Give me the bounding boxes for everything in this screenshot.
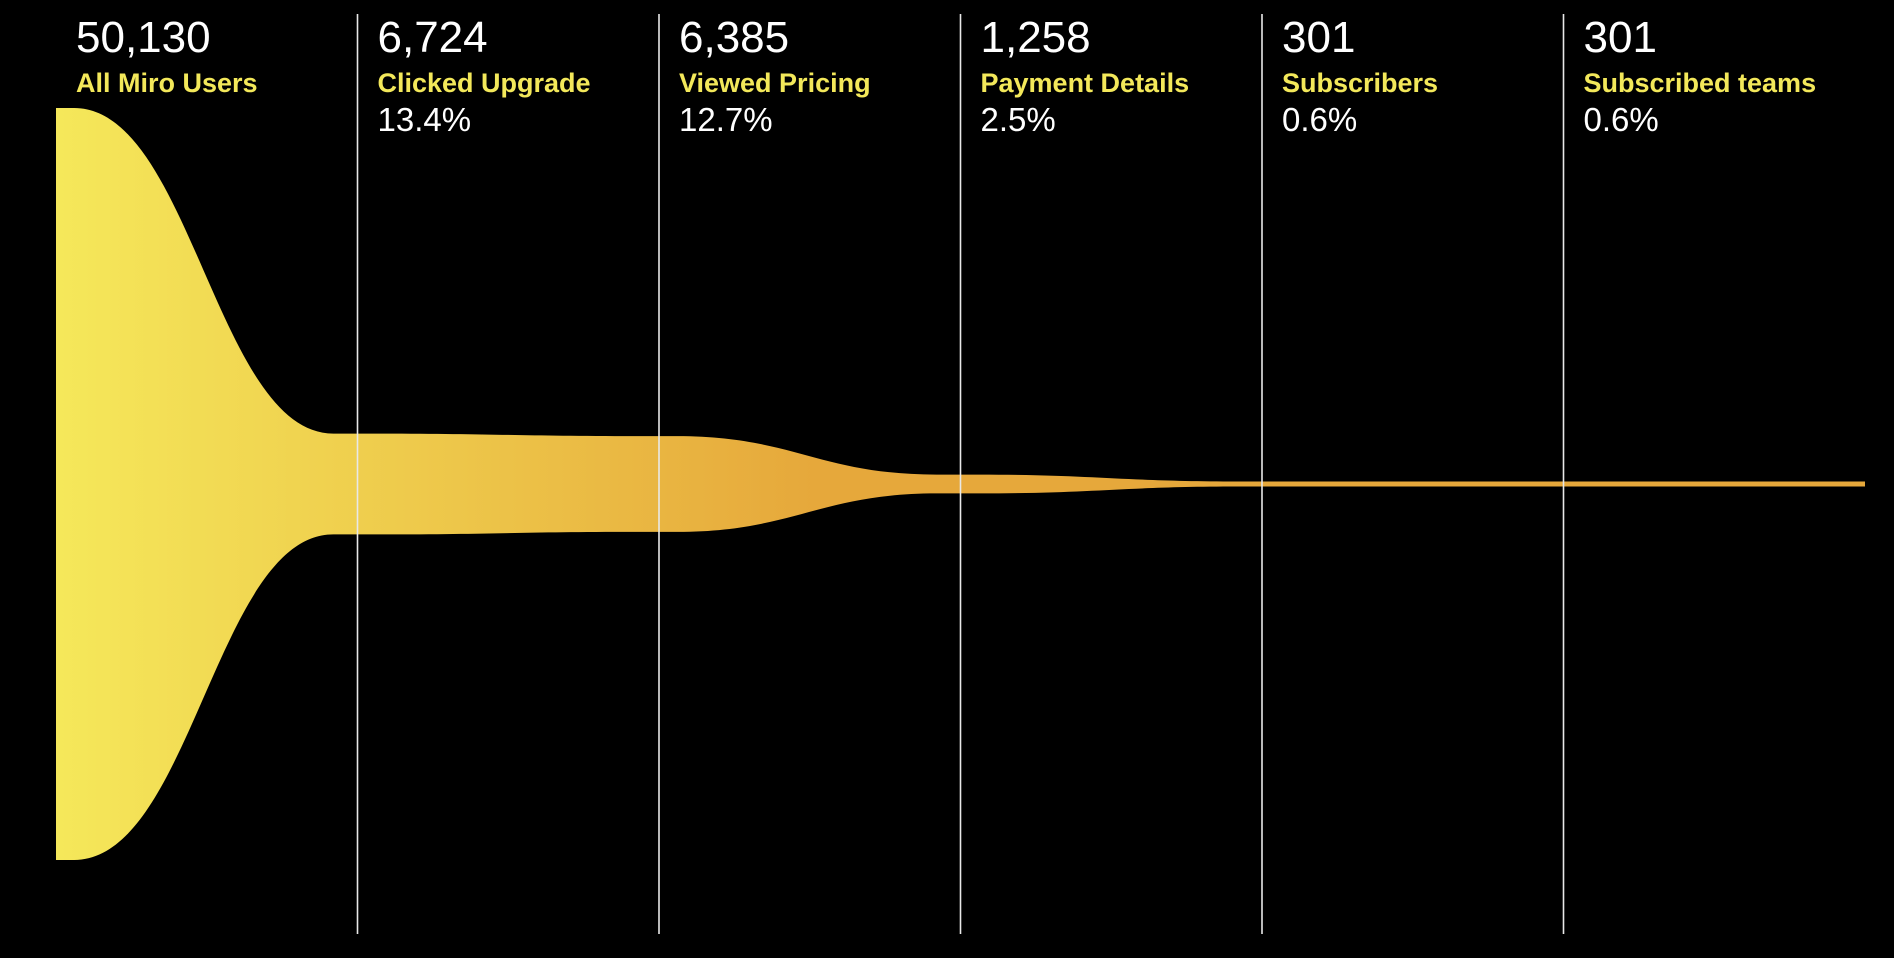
stage-dividers [356, 14, 1565, 934]
stage-name: Subscribers [1282, 68, 1439, 98]
stage-percent: 2.5% [980, 101, 1056, 138]
stage-count: 301 [1583, 13, 1657, 62]
stage-label-subscribed-teams: 301 Subscribed teams 0.6% [1584, 10, 1864, 140]
stage-count: 6,724 [377, 13, 488, 62]
stage-count: 50,130 [76, 13, 211, 62]
stage-name: Viewed Pricing [679, 68, 871, 98]
stage-label-viewed-pricing: 6,385 Viewed Pricing 12.7% [679, 10, 959, 140]
stage-label-payment-details: 1,258 Payment Details 2.5% [981, 10, 1261, 140]
stage-name: Subscribed teams [1583, 68, 1817, 98]
stage-name: Payment Details [980, 68, 1190, 98]
stage-percent: 0.6% [1583, 101, 1659, 138]
stage-name: All Miro Users [76, 68, 258, 98]
stage-name: Clicked Upgrade [377, 68, 591, 98]
stage-count: 1,258 [980, 13, 1091, 62]
stage-count: 6,385 [679, 13, 790, 62]
stage-count: 301 [1282, 13, 1356, 62]
stage-percent: 12.7% [679, 101, 773, 138]
stage-label-all-miro-users: 50,130 All Miro Users [76, 10, 356, 100]
stage-percent: 0.6% [1282, 101, 1358, 138]
stage-label-clicked-upgrade: 6,724 Clicked Upgrade 13.4% [378, 10, 658, 140]
stage-percent: 13.4% [377, 101, 472, 138]
stage-label-subscribers: 301 Subscribers 0.6% [1282, 10, 1562, 140]
